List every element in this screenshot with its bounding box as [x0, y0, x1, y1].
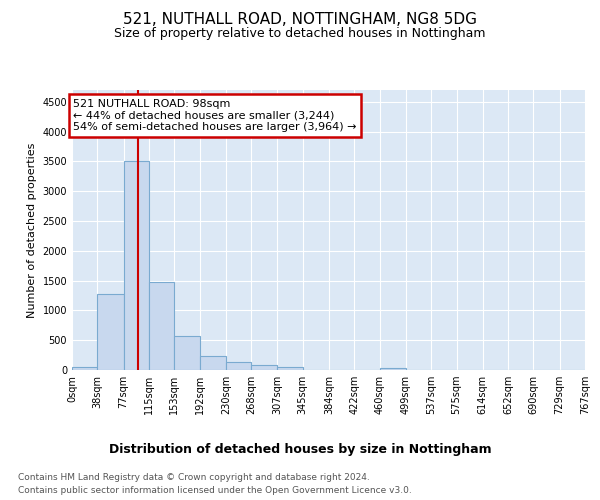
Bar [200, 356, 226, 370]
Text: 521, NUTHALL ROAD, NOTTINGHAM, NG8 5DG: 521, NUTHALL ROAD, NOTTINGHAM, NG8 5DG [123, 12, 477, 28]
Text: Size of property relative to detached houses in Nottingham: Size of property relative to detached ho… [114, 28, 486, 40]
Bar [251, 364, 277, 370]
Text: 521 NUTHALL ROAD: 98sqm
← 44% of detached houses are smaller (3,244)
54% of semi: 521 NUTHALL ROAD: 98sqm ← 44% of detache… [73, 99, 357, 132]
Bar [124, 162, 149, 370]
Bar [149, 282, 175, 370]
Bar [277, 367, 303, 370]
Text: Contains HM Land Registry data © Crown copyright and database right 2024.: Contains HM Land Registry data © Crown c… [18, 472, 370, 482]
Bar [97, 294, 124, 370]
Bar [380, 368, 406, 370]
Text: Distribution of detached houses by size in Nottingham: Distribution of detached houses by size … [109, 442, 491, 456]
Bar [226, 362, 251, 370]
Bar [175, 336, 200, 370]
Text: Contains public sector information licensed under the Open Government Licence v3: Contains public sector information licen… [18, 486, 412, 495]
Y-axis label: Number of detached properties: Number of detached properties [27, 142, 37, 318]
Bar [72, 367, 97, 370]
